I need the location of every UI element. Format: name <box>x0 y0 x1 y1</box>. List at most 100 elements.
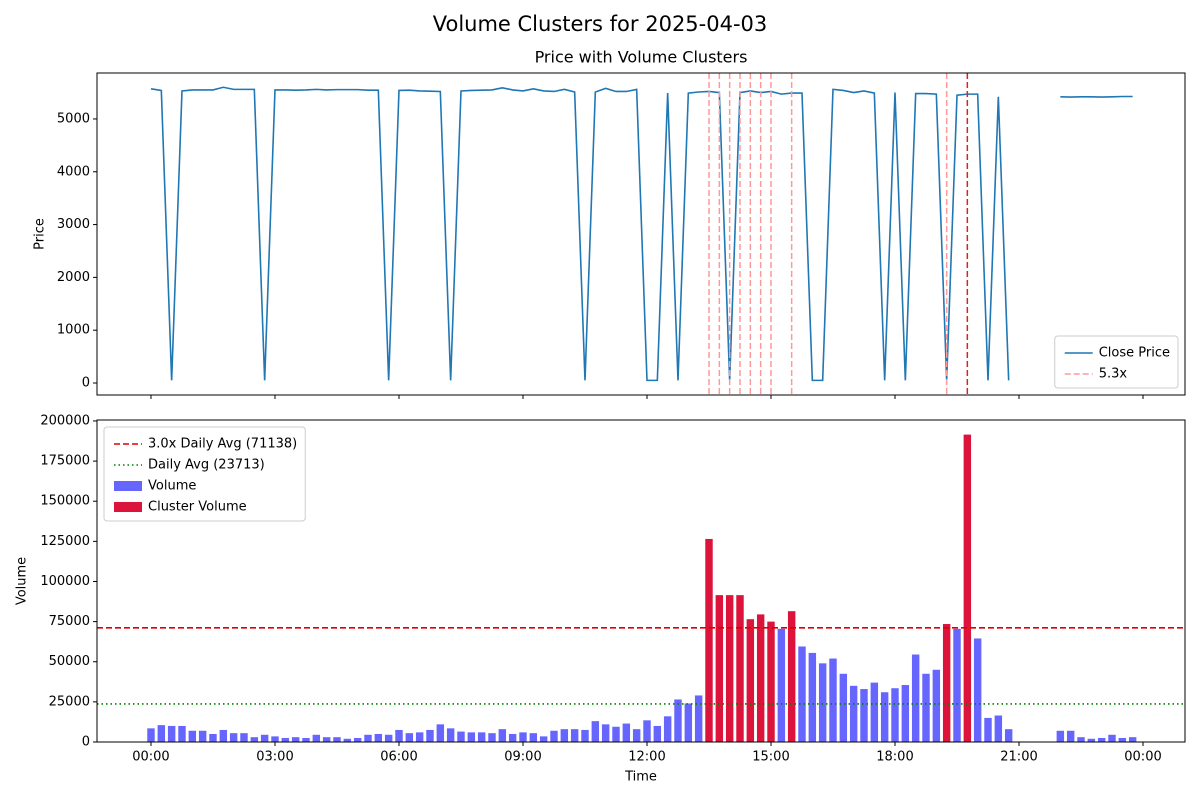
x-tick-label: 21:00 <box>1000 750 1037 765</box>
volume-bar <box>880 692 889 742</box>
volume-bar <box>963 434 972 742</box>
volume-bar <box>167 725 176 742</box>
volume-bar <box>550 730 558 742</box>
volume-bar <box>808 652 817 742</box>
legend-label: Daily Avg (23713) <box>148 458 265 473</box>
volume-bar <box>777 628 786 742</box>
volume-bar <box>539 736 548 742</box>
volume-bar <box>271 736 279 742</box>
volume-bar <box>250 737 259 742</box>
legend-label: 5.3x <box>1099 367 1128 382</box>
volume-bar <box>932 669 941 742</box>
volume-bar <box>188 730 197 742</box>
legend: 3.0x Daily Avg (71138) Daily Avg (23713) V… <box>103 426 306 522</box>
axes-frame <box>96 419 1186 743</box>
volume-bar <box>436 724 445 742</box>
volume-bar <box>922 673 930 742</box>
volume-bar <box>322 737 331 742</box>
volume-bar <box>395 729 403 742</box>
legend-label: Close Price <box>1099 346 1170 361</box>
volume-bar <box>684 703 693 742</box>
legend-swatch <box>114 481 142 491</box>
legend-box <box>103 426 306 522</box>
x-axis-label: Time <box>624 770 657 785</box>
plot-area <box>97 434 1185 742</box>
volume-bar <box>415 732 424 742</box>
legend: Close Price 5.3x <box>1054 335 1179 389</box>
volume-bar <box>157 725 166 742</box>
x-tick-label: 00:00 <box>1124 750 1161 765</box>
volume-bar <box>942 624 951 742</box>
volume-bar <box>229 733 238 742</box>
volume-bar <box>147 728 155 742</box>
volume-bar <box>353 737 362 742</box>
volume-bar <box>581 729 589 742</box>
volume-bar <box>1128 737 1137 742</box>
x-tick-label: 12:00 <box>628 750 665 765</box>
volume-bar <box>953 628 961 742</box>
volume-bar <box>736 595 744 742</box>
legend-label: Cluster Volume <box>148 500 247 515</box>
volume-bar <box>632 729 641 742</box>
subplot-title: Price with Volume Clusters <box>535 48 748 67</box>
volume-bar <box>570 729 579 742</box>
y-tick-label: 4000 <box>57 164 90 179</box>
volume-bar <box>870 682 879 742</box>
volume-bar <box>829 658 837 742</box>
legend-label: Volume <box>148 479 196 494</box>
volume-bar <box>1097 737 1106 742</box>
volume-bar <box>529 733 538 742</box>
price-line <box>1060 95 1133 98</box>
axes-frame <box>96 72 1186 396</box>
volume-bar <box>467 732 476 742</box>
volume-bar <box>1056 730 1065 742</box>
volume-bar <box>1077 737 1085 742</box>
y-tick-label: 125000 <box>40 534 90 549</box>
volume-bar <box>477 732 486 742</box>
x-tick-label: 15:00 <box>752 750 789 765</box>
volume-bar <box>973 638 982 742</box>
x-tick-label: 09:00 <box>504 750 541 765</box>
volume-bar <box>405 733 414 742</box>
volume-bar <box>446 728 455 742</box>
volume-bar <box>519 732 527 742</box>
volume-bar <box>302 737 310 742</box>
y-tick-label: 175000 <box>40 454 90 469</box>
volume-bar <box>384 734 393 742</box>
volume-bar <box>911 654 920 742</box>
volume-bar <box>622 723 631 742</box>
subplot: Volume Time 0 25000 50000 75000 100000 125000 15… <box>15 413 1186 785</box>
volume-bar <box>281 737 290 742</box>
volume-bar <box>705 538 713 742</box>
y-tick-label: 25000 <box>49 694 90 709</box>
legend-label: 3.0x Daily Avg (71138) <box>148 437 297 452</box>
volume-bar <box>612 726 620 742</box>
x-tick-label: 00:00 <box>132 750 169 765</box>
y-axis-label: Volume <box>15 557 30 605</box>
volume-bar <box>178 725 186 742</box>
y-tick-label: 100000 <box>40 574 90 589</box>
volume-bar <box>653 725 662 742</box>
legend-box <box>1054 335 1179 389</box>
y-axis-label: Price <box>33 218 48 250</box>
volume-bar <box>663 716 672 742</box>
price-line <box>150 86 1010 382</box>
volume-bar <box>312 734 321 742</box>
volume-bar <box>1108 734 1116 742</box>
volume-bar <box>860 689 868 742</box>
volume-bar <box>756 614 765 742</box>
y-tick-label: 3000 <box>57 217 90 232</box>
volume-bar <box>643 720 651 742</box>
volume-bar <box>1118 737 1127 742</box>
y-tick-label: 5000 <box>57 111 90 126</box>
volume-bar <box>746 619 755 742</box>
volume-bar <box>984 717 992 742</box>
volume-bar <box>901 685 910 742</box>
volume-bar <box>508 733 517 742</box>
volume-bar <box>198 730 207 742</box>
volume-bar <box>694 695 703 742</box>
volume-bar <box>333 737 341 742</box>
volume-bar <box>457 731 465 742</box>
